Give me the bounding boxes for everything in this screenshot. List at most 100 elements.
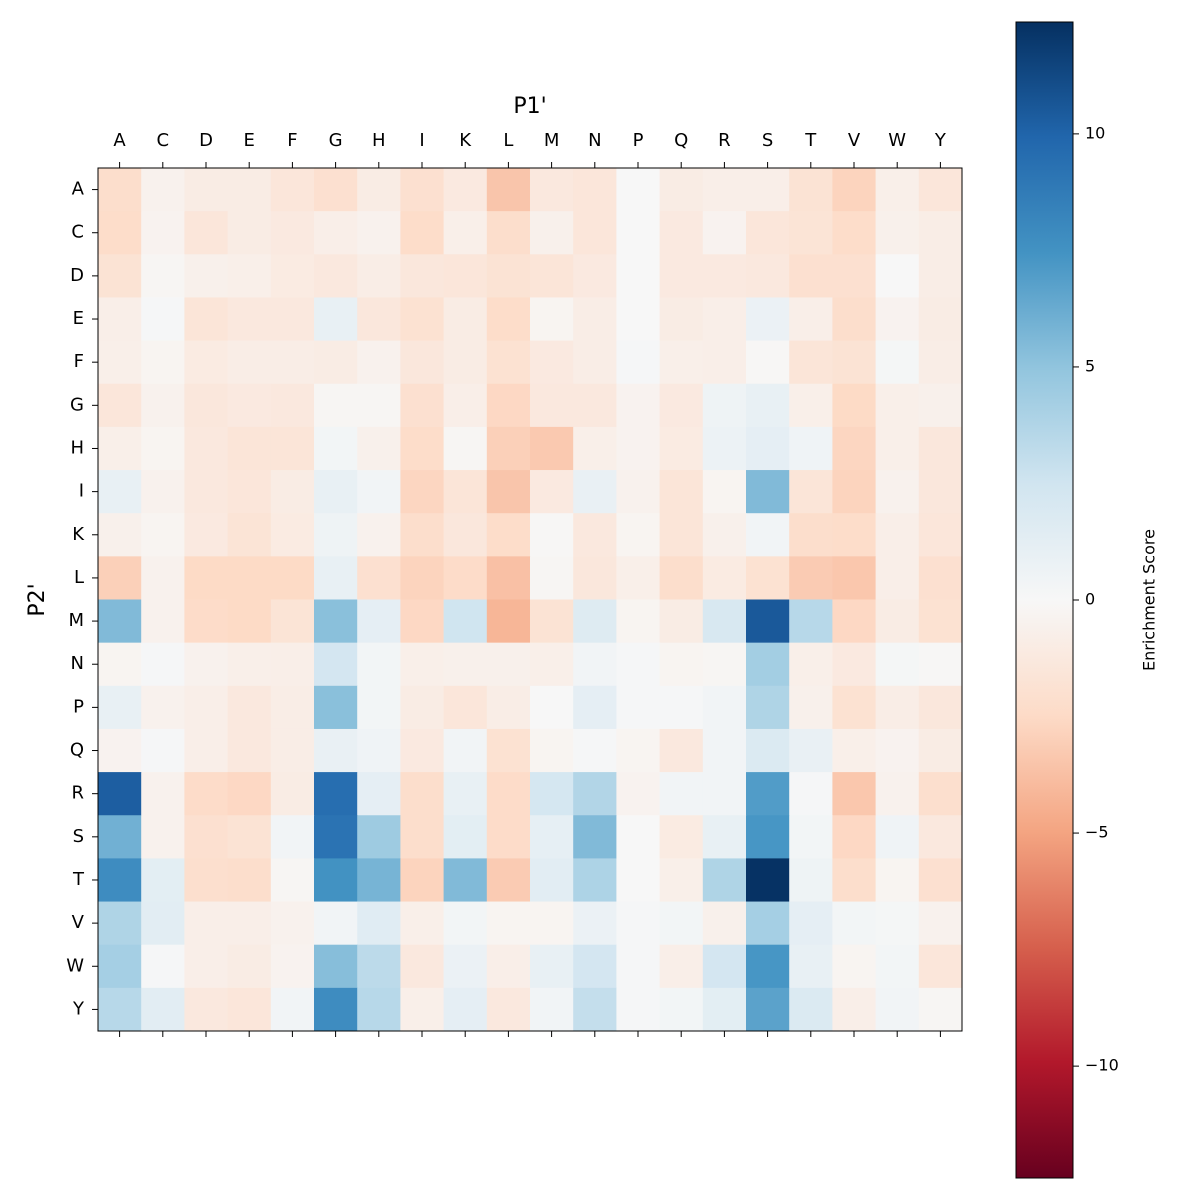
heatmap-cell	[141, 685, 185, 730]
heatmap-cell	[486, 556, 531, 600]
heatmap-cell	[400, 211, 445, 255]
heatmap-cell	[789, 513, 833, 557]
heatmap-cell	[443, 383, 488, 428]
heatmap-cell	[918, 987, 963, 1032]
heatmap-cell	[443, 340, 488, 385]
heatmap-cell	[702, 685, 747, 730]
heatmap-cell	[789, 556, 833, 600]
x-tick-label: Q	[674, 130, 688, 151]
heatmap-cell	[184, 599, 229, 644]
heatmap-cell	[918, 383, 963, 428]
heatmap-cell	[659, 642, 704, 687]
heatmap-cell	[616, 426, 661, 471]
heatmap-cell	[443, 858, 488, 903]
colorbar-tick-label: −5	[1085, 823, 1109, 842]
heatmap-cell	[616, 211, 661, 255]
heatmap-cell	[314, 599, 358, 644]
heatmap-cell	[314, 858, 358, 903]
heatmap-cell	[702, 383, 747, 428]
heatmap-cell	[875, 772, 920, 816]
y-tick-label: A	[72, 179, 85, 200]
heatmap-cell	[659, 340, 704, 385]
heatmap-cell	[184, 340, 229, 385]
heatmap-cell	[789, 815, 833, 859]
heatmap-cell	[314, 987, 358, 1032]
heatmap-cell	[357, 642, 401, 687]
heatmap-cell	[789, 599, 833, 644]
heatmap-cell	[832, 858, 877, 903]
heatmap-cell	[486, 901, 531, 946]
heatmap-cell	[357, 987, 401, 1032]
heatmap-cell	[702, 858, 747, 903]
heatmap-cell	[832, 254, 877, 298]
heatmap-cell	[141, 254, 185, 298]
heatmap-cell	[832, 772, 877, 816]
heatmap-cell	[746, 685, 790, 730]
heatmap-cell	[98, 254, 142, 298]
heatmap-cell	[184, 168, 229, 212]
heatmap-cell	[270, 426, 315, 471]
heatmap-cell	[486, 297, 531, 342]
heatmap-cell	[918, 297, 963, 342]
heatmap-cell	[443, 642, 488, 687]
heatmap-cell	[98, 642, 142, 687]
heatmap-cell	[530, 426, 574, 471]
heatmap-cell	[141, 470, 185, 514]
heatmap-cell	[357, 211, 401, 255]
heatmap-cell	[443, 470, 488, 514]
heatmap-cell	[659, 772, 704, 816]
y-tick-label: W	[66, 955, 84, 976]
heatmap-cell	[875, 470, 920, 514]
heatmap-cell	[832, 297, 877, 342]
colorbar-tick-label: 5	[1085, 356, 1095, 375]
heatmap-cell	[443, 944, 488, 989]
heatmap-cell	[875, 297, 920, 342]
heatmap-cell	[573, 168, 617, 212]
heatmap-cell	[702, 168, 747, 212]
x-tick-label: C	[157, 130, 170, 151]
heatmap-cell	[98, 772, 142, 816]
heatmap-cell	[98, 944, 142, 989]
heatmap-cell	[400, 470, 445, 514]
heatmap-cell	[400, 685, 445, 730]
heatmap-cell	[659, 901, 704, 946]
heatmap-cell	[400, 340, 445, 385]
heatmap-cell	[98, 297, 142, 342]
y-tick-label: I	[79, 481, 84, 502]
heatmap-cell	[746, 340, 790, 385]
heatmap-cell	[832, 987, 877, 1032]
heatmap-cell	[184, 297, 229, 342]
heatmap-cell	[789, 858, 833, 903]
heatmap-cell	[98, 340, 142, 385]
heatmap-cell	[659, 254, 704, 298]
heatmap-cell	[789, 340, 833, 385]
heatmap-cell	[746, 987, 790, 1032]
heatmap-cell	[530, 815, 574, 859]
heatmap-cell	[530, 254, 574, 298]
heatmap-cell	[270, 685, 315, 730]
heatmap-cell	[659, 470, 704, 514]
heatmap-cell	[443, 815, 488, 859]
heatmap-cell	[702, 340, 747, 385]
heatmap-cell	[832, 642, 877, 687]
heatmap-cell	[270, 168, 315, 212]
heatmap-cell	[270, 556, 315, 600]
x-tick-label: Y	[934, 130, 947, 151]
heatmap-cell	[875, 211, 920, 255]
heatmap-cell	[530, 772, 574, 816]
heatmap-cell	[314, 944, 358, 989]
heatmap-cell	[357, 685, 401, 730]
heatmap-cell	[875, 642, 920, 687]
heatmap-cell	[400, 944, 445, 989]
heatmap-cell	[400, 642, 445, 687]
y-tick-label: V	[72, 912, 85, 933]
heatmap-cell	[573, 944, 617, 989]
heatmap-cell	[400, 513, 445, 557]
y-axis-label: P2'	[25, 583, 50, 616]
heatmap-cell	[184, 513, 229, 557]
heatmap-cell	[98, 987, 142, 1032]
heatmap-cell	[443, 685, 488, 730]
x-tick-label: P	[633, 130, 644, 151]
heatmap-cell	[314, 168, 358, 212]
heatmap-cell	[918, 728, 963, 773]
